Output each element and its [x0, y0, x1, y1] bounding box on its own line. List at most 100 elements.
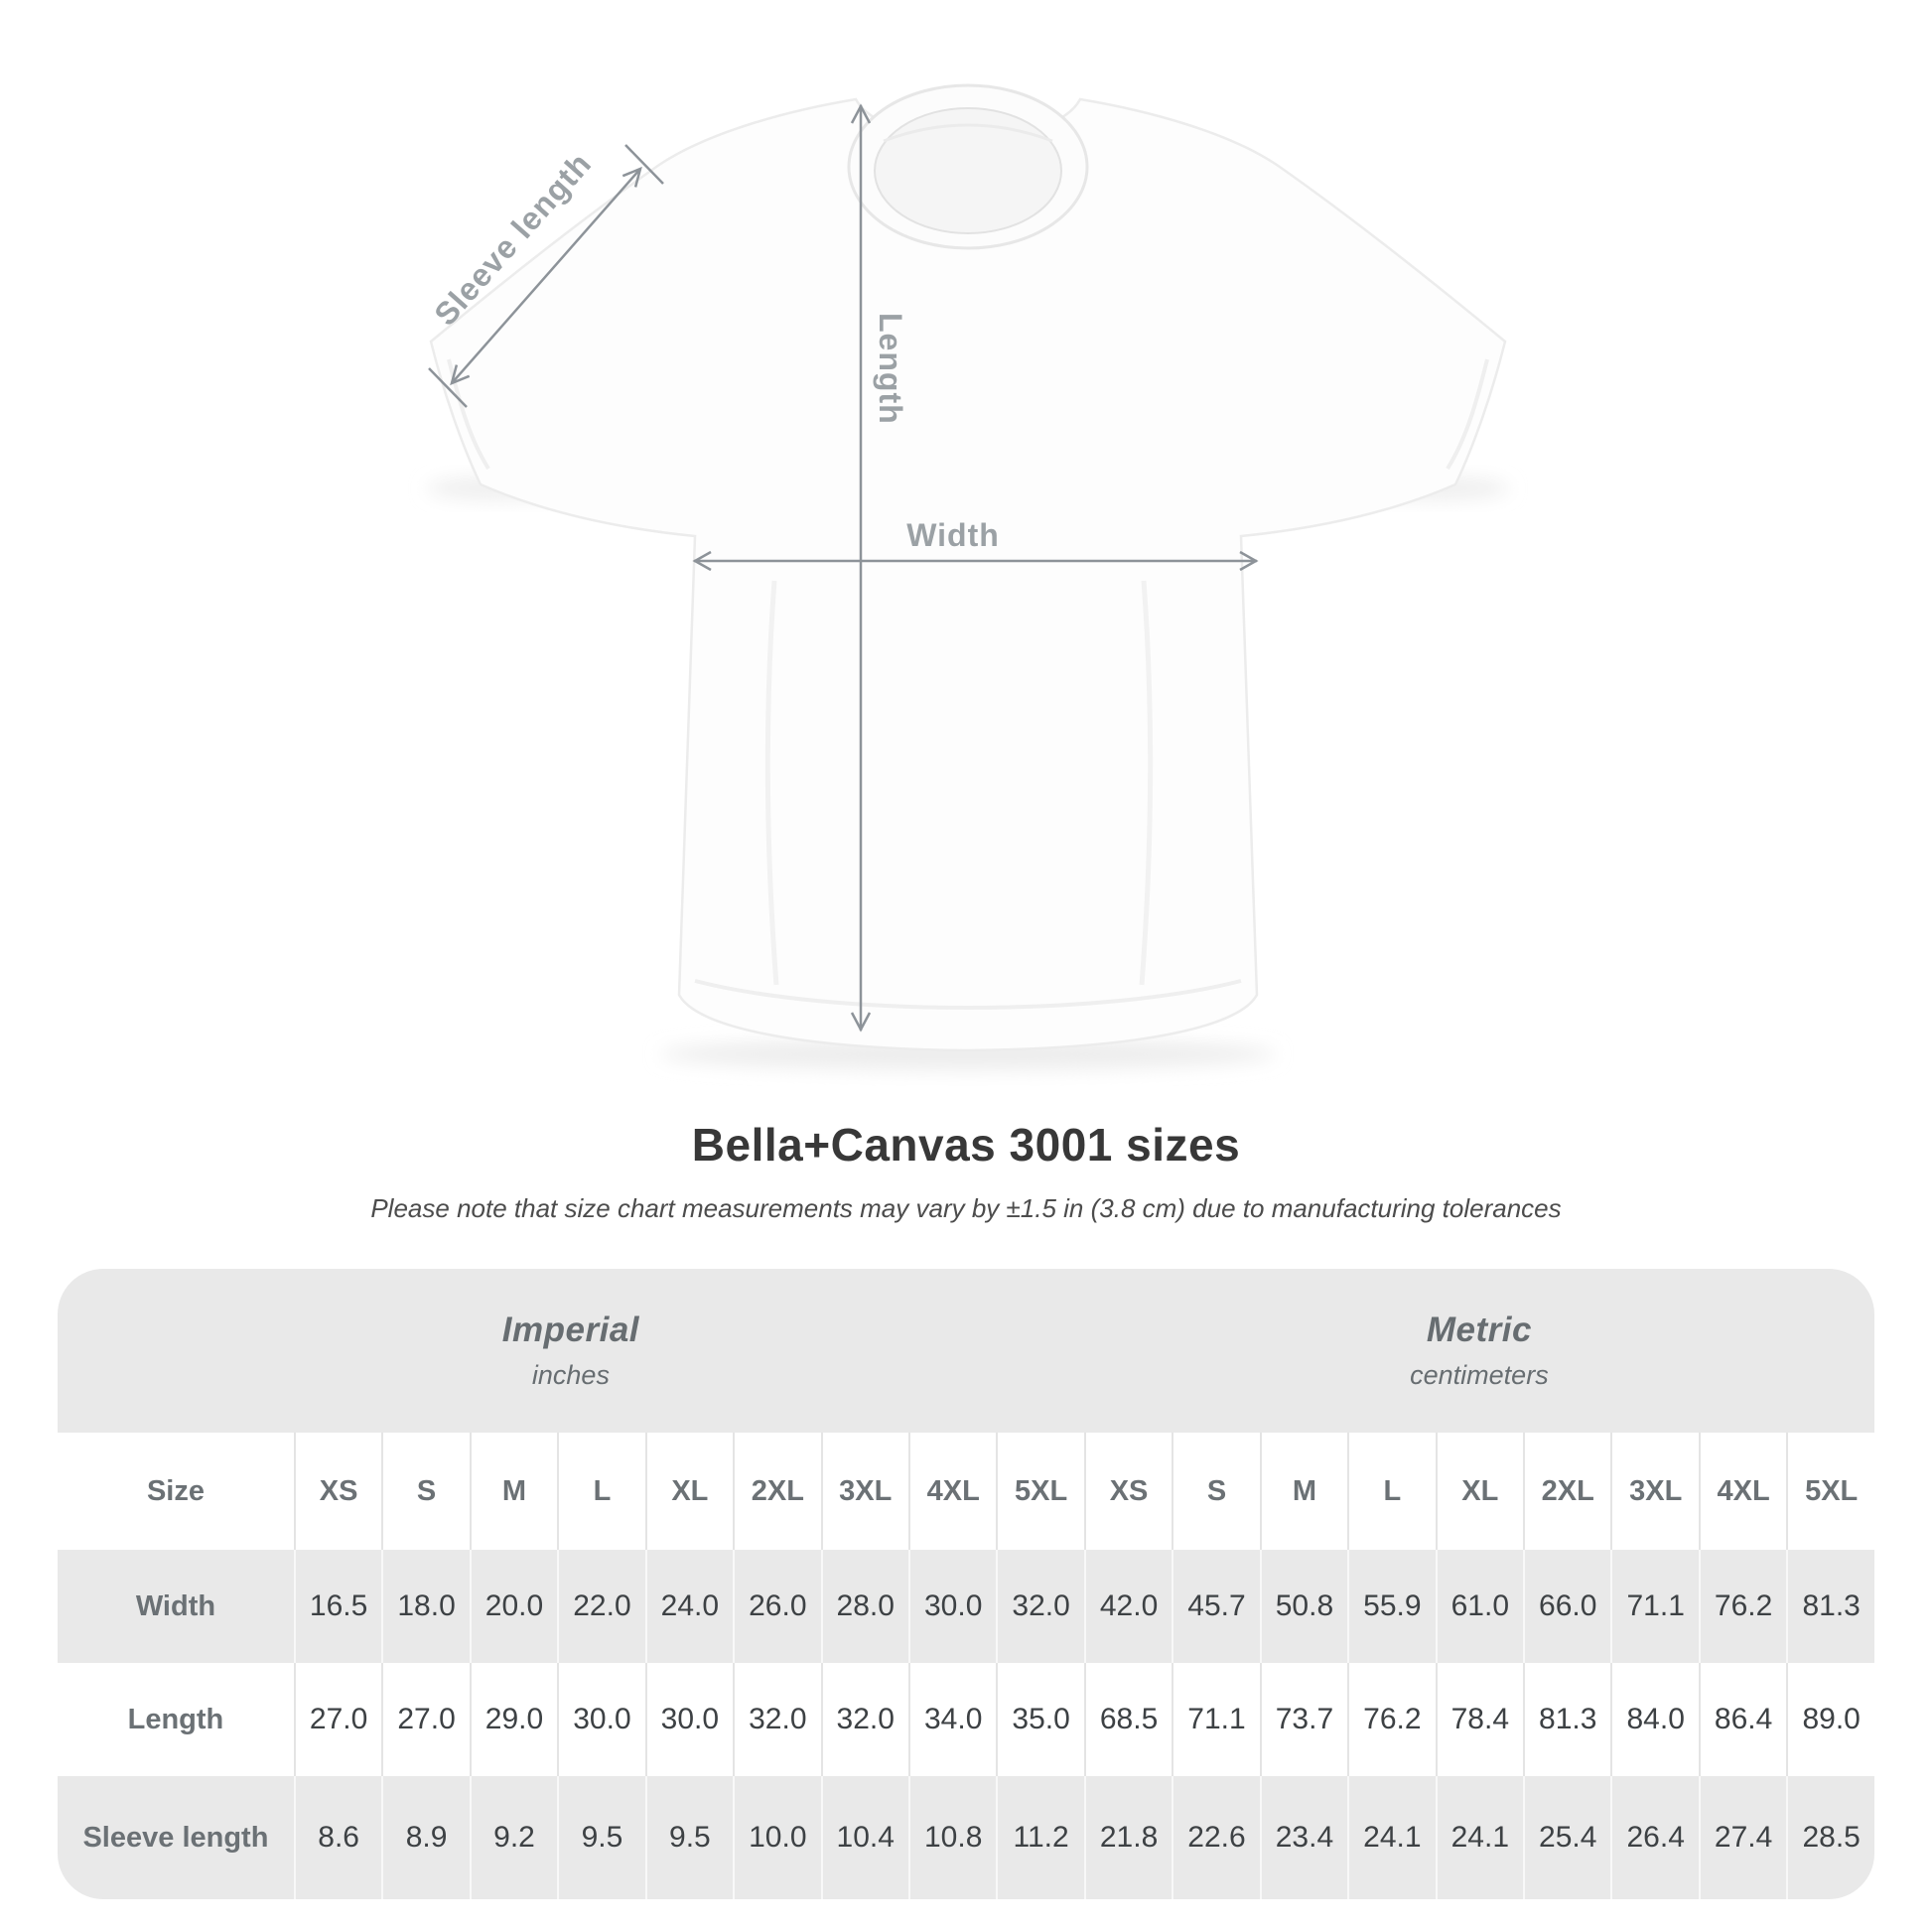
size-col-header-4xl-imperial: 4XL [907, 1433, 997, 1550]
value-cell: 26.0 [733, 1550, 821, 1663]
imperial-label: Imperial [501, 1311, 640, 1349]
sleeve-length-arrow [428, 144, 664, 408]
size-col-header-2xl-imperial: 2XL [733, 1433, 821, 1550]
value-cell: 42.0 [1083, 1550, 1173, 1663]
length-dimension-label: Length [873, 313, 908, 425]
value-cell: 76.2 [1698, 1550, 1787, 1663]
size-col-header-2xl-metric: 2XL [1523, 1433, 1611, 1550]
value-cell: 24.1 [1347, 1776, 1436, 1899]
value-cell: 50.8 [1259, 1550, 1348, 1663]
width-dimension-label: Width [906, 517, 1000, 553]
arrowhead [850, 103, 872, 124]
value-cell: 9.5 [644, 1776, 734, 1899]
fold-line-left [764, 580, 779, 986]
size-header-row: Size XS S M L XL 2XL 3XL 4XL 5XL XS S M L XL 2XL 3XL 4XL… [58, 1433, 1874, 1550]
value-cell: 16.5 [293, 1550, 382, 1663]
arrowhead [1239, 550, 1259, 572]
value-cell: 18.0 [381, 1550, 470, 1663]
size-col-header-5xl-imperial: 5XL [996, 1433, 1084, 1550]
value-cell: 23.4 [1259, 1776, 1348, 1899]
value-cell: 76.2 [1347, 1663, 1436, 1776]
metric-unit-label: centimeters [1410, 1360, 1549, 1390]
arrowhead [621, 166, 642, 188]
value-cell: 71.1 [1610, 1550, 1699, 1663]
unit-header-imperial: Imperial inches [58, 1269, 1084, 1433]
value-cell: 66.0 [1523, 1550, 1611, 1663]
size-column-header: Size [58, 1433, 294, 1550]
value-cell: 22.0 [557, 1550, 645, 1663]
value-cell: 68.5 [1083, 1663, 1173, 1776]
extension-tick [428, 367, 468, 408]
value-cell: 27.0 [381, 1663, 470, 1776]
value-cell: 71.1 [1172, 1663, 1260, 1776]
size-col-header-xs-imperial: XS [293, 1433, 382, 1550]
value-cell: 73.7 [1259, 1663, 1348, 1776]
value-cell: 11.2 [996, 1776, 1084, 1899]
value-cell: 24.0 [644, 1550, 734, 1663]
value-cell: 84.0 [1610, 1663, 1699, 1776]
size-col-header-s-imperial: S [381, 1433, 470, 1550]
value-cell: 10.4 [820, 1776, 908, 1899]
value-cell: 32.0 [820, 1663, 908, 1776]
size-col-header-3xl-metric: 3XL [1610, 1433, 1699, 1550]
size-col-header-3xl-imperial: 3XL [820, 1433, 908, 1550]
arrowhead [450, 364, 471, 386]
tshirt-diagram-svg: Length Width Sleeve length [427, 83, 1509, 1070]
value-cell: 81.3 [1523, 1663, 1611, 1776]
value-cell: 45.7 [1172, 1550, 1260, 1663]
measurement-row-width: Width 16.5 18.0 20.0 22.0 24.0 26.0 28.0 30.0 32.… [58, 1550, 1874, 1663]
measurement-row-length: Length 27.0 27.0 29.0 30.0 30.0 32.0 32.0 34.0 35… [58, 1663, 1874, 1776]
value-cell: 8.9 [381, 1776, 470, 1899]
value-cell: 9.5 [557, 1776, 645, 1899]
width-arrow [692, 550, 1259, 572]
size-col-header-4xl-metric: 4XL [1698, 1433, 1787, 1550]
value-cell: 89.0 [1786, 1663, 1874, 1776]
row-label: Width [58, 1550, 294, 1663]
value-cell: 78.4 [1435, 1663, 1524, 1776]
unit-header-metric: Metric centimeters [1083, 1269, 1874, 1433]
arrowhead [850, 1012, 872, 1033]
size-table-grid: Imperial inches Metric centimeters Size … [58, 1269, 1874, 1899]
value-cell: 32.0 [733, 1663, 821, 1776]
value-cell: 86.4 [1698, 1663, 1787, 1776]
value-cell: 35.0 [996, 1663, 1084, 1776]
length-arrow [850, 103, 872, 1033]
metric-label: Metric [1426, 1311, 1532, 1349]
size-col-header-l-imperial: L [557, 1433, 645, 1550]
value-cell: 81.3 [1786, 1550, 1874, 1663]
value-cell: 30.0 [907, 1550, 997, 1663]
value-cell: 22.6 [1172, 1776, 1260, 1899]
value-cell: 29.0 [469, 1663, 558, 1776]
value-cell: 8.6 [293, 1776, 382, 1899]
value-cell: 10.0 [733, 1776, 821, 1899]
tshirt-illustration [429, 97, 1507, 1052]
arrowhead [692, 550, 712, 572]
size-col-header-xl-metric: XL [1435, 1433, 1524, 1550]
tolerance-note: Please note that size chart measurements… [370, 1193, 1562, 1223]
shirt-shadow [660, 1038, 1276, 1070]
value-cell: 26.4 [1610, 1776, 1699, 1899]
value-cell: 10.8 [907, 1776, 997, 1899]
collar-seam [883, 123, 1053, 143]
value-cell: 32.0 [996, 1550, 1084, 1663]
imperial-unit-label: inches [531, 1360, 610, 1390]
value-cell: 27.0 [293, 1663, 382, 1776]
page-title: Bella+Canvas 3001 sizes [691, 1119, 1241, 1171]
size-col-header-m-metric: M [1259, 1433, 1348, 1550]
row-label: Length [58, 1663, 294, 1776]
size-col-header-m-imperial: M [469, 1433, 558, 1550]
value-cell: 28.0 [820, 1550, 908, 1663]
value-cell: 25.4 [1523, 1776, 1611, 1899]
value-cell: 28.5 [1786, 1776, 1874, 1899]
size-col-header-s-metric: S [1172, 1433, 1260, 1550]
size-col-header-xs-metric: XS [1083, 1433, 1173, 1550]
value-cell: 20.0 [469, 1550, 558, 1663]
value-cell: 30.0 [644, 1663, 734, 1776]
row-label: Sleeve length [58, 1776, 294, 1899]
hem-stitch-line [694, 979, 1242, 1010]
value-cell: 24.1 [1435, 1776, 1524, 1899]
size-col-header-xl-imperial: XL [644, 1433, 734, 1550]
value-cell: 21.8 [1083, 1776, 1173, 1899]
unit-header-row: Imperial inches Metric centimeters [58, 1269, 1874, 1433]
size-col-header-5xl-metric: 5XL [1786, 1433, 1874, 1550]
